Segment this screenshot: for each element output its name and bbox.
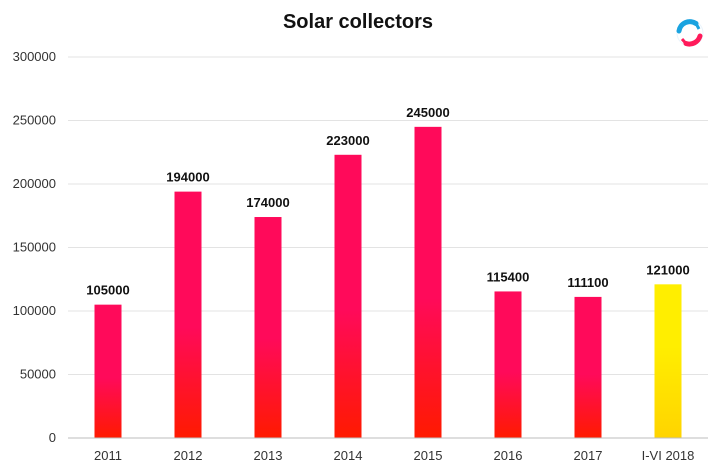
x-tick-label: 2012 [174,448,203,463]
y-tick-label: 150000 [13,240,56,255]
x-tick-label: 2017 [574,448,603,463]
y-tick-label: 50000 [20,367,56,382]
logo-icon [676,19,704,47]
x-tick-label: I-VI 2018 [642,448,695,463]
bar-2016 [494,291,522,438]
data-label: 245000 [406,105,449,120]
x-tick-label: 2011 [94,448,122,463]
y-gridlines [68,56,708,375]
x-axis-tick-labels: 2011 2012 2013 2014 2015 2016 2017 I-VI 2018 [94,448,694,463]
data-label: 174000 [246,195,289,210]
data-label: 194000 [166,170,209,185]
bar-2011 [94,304,122,438]
x-tick-label: 2014 [334,448,363,463]
y-tick-label: 100000 [13,303,56,318]
bars [94,126,682,439]
y-tick-label: 300000 [13,49,56,64]
y-tick-label: 0 [49,430,56,445]
y-axis-tick-labels: 0 50000 100000 150000 200000 250000 300000 [13,49,56,445]
bar-2012 [174,191,202,438]
x-tick-label: 2015 [414,448,443,463]
data-label: 111100 [567,275,608,290]
bar-2015 [414,126,442,438]
chart-title: Solar collectors [283,11,433,33]
data-label: 105000 [86,283,129,298]
data-label: 223000 [326,133,369,148]
data-label: 115400 [487,269,530,284]
bar-2013 [254,217,282,438]
bar-2017 [574,296,602,438]
x-tick-label: 2016 [494,448,523,463]
x-tick-label: 2013 [254,448,283,463]
bar-2014 [334,154,362,439]
y-tick-label: 250000 [13,113,56,128]
bar-i-vi-2018 [654,284,682,438]
data-label: 121000 [646,262,689,277]
y-tick-label: 200000 [13,176,56,191]
data-labels: 105000 194000 174000 223000 245000 115400 1111… [86,105,689,298]
